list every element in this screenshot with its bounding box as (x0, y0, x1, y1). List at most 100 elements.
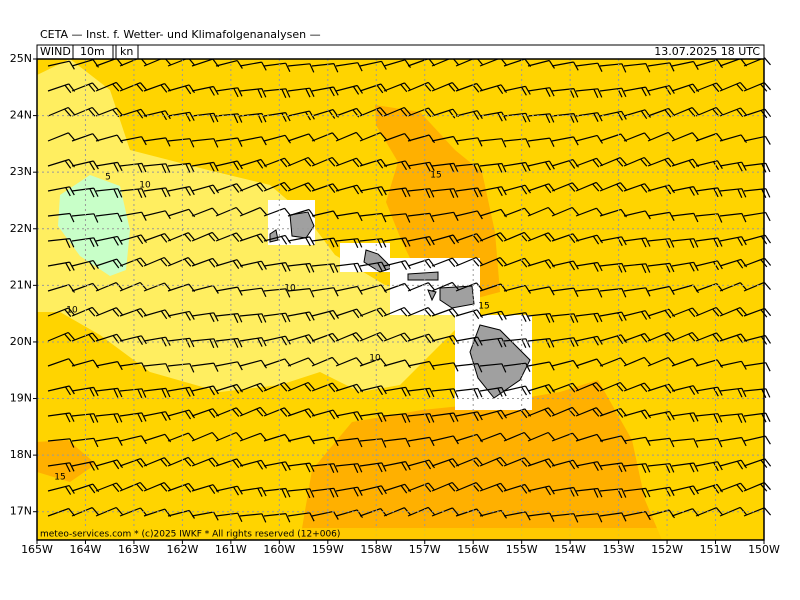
wind-barb (599, 182, 628, 192)
wind-barb (239, 260, 267, 271)
wind-barb (95, 387, 123, 398)
wind-barb (263, 461, 291, 472)
wind-barb (119, 162, 147, 173)
wind-barb (239, 406, 267, 417)
wind-barb (551, 136, 579, 146)
wind-barb (383, 437, 411, 448)
wind-barb (119, 136, 147, 146)
wind-barb (311, 356, 339, 367)
lon-label: 157W (409, 543, 441, 556)
wind-barb (623, 436, 651, 446)
wind-barb (95, 436, 123, 446)
wind-barb (359, 385, 387, 396)
wind-barb (359, 261, 387, 272)
wind-barb (551, 359, 580, 369)
wind-barb (431, 388, 459, 399)
wind-barb (71, 106, 99, 117)
wind-barb (671, 307, 700, 318)
wind-barb (71, 437, 99, 448)
wind-barb (599, 236, 627, 247)
wind-barb (431, 211, 459, 221)
wind-barb (527, 87, 555, 97)
contour-label: 10 (284, 284, 296, 294)
wind-barb (551, 61, 579, 71)
wind-barb (383, 213, 411, 223)
wind-barb (191, 161, 219, 172)
wind-barb (455, 336, 483, 347)
wind-barb (719, 107, 748, 118)
lon-label: 150W (748, 543, 780, 556)
wind-barb (575, 312, 603, 323)
wind-barb (95, 361, 123, 371)
wind-barb (215, 313, 243, 323)
wind-barb (719, 212, 747, 223)
wind-barb (575, 487, 603, 498)
wind-barb (359, 485, 387, 496)
contour-area-5 (58, 175, 130, 276)
wind-barb (143, 363, 171, 373)
wind-barb (287, 288, 315, 298)
wind-barb (71, 187, 99, 198)
wind-barb (119, 82, 147, 92)
wind-barb (239, 513, 267, 523)
wind-barb (455, 210, 483, 220)
wind-barb (647, 486, 675, 497)
wind-barb (623, 86, 651, 97)
wind-barb (407, 387, 435, 398)
wind-barb (119, 188, 147, 198)
wind-barb (599, 334, 627, 345)
wind-barb (599, 512, 627, 522)
wind-barb (359, 186, 387, 196)
wind-barb (503, 312, 531, 322)
wind-barb (359, 412, 387, 423)
wind-barb (47, 331, 75, 342)
wind-barb (479, 257, 507, 267)
wind-barb (311, 487, 339, 498)
wind-barb (191, 184, 219, 195)
wind-barb (359, 60, 387, 70)
wind-barb (359, 438, 387, 448)
wind-barb (239, 88, 267, 98)
header-title: CETA — Inst. f. Wetter- und Klimafolgena… (40, 28, 321, 41)
wind-barb (143, 83, 172, 93)
wind-barb (311, 263, 339, 274)
wind-barb (167, 509, 196, 519)
wind-barb (119, 257, 148, 268)
wind-barb (71, 306, 99, 317)
wind-barb (287, 512, 315, 522)
wind-barb (167, 337, 195, 348)
wind-barb (335, 131, 363, 142)
wind-barb (671, 186, 699, 196)
wind-barb (479, 232, 507, 242)
wind-barb (623, 132, 652, 142)
wind-barb (695, 359, 723, 368)
map-frame (36, 58, 765, 541)
wind-barb (527, 160, 555, 171)
wind-barb (647, 509, 675, 519)
wind-barb (407, 413, 435, 424)
wind-barb (143, 282, 172, 292)
wind-barb (455, 411, 483, 422)
wind-barb (695, 237, 723, 248)
wind-barb (383, 237, 411, 248)
wind-barb (647, 463, 675, 474)
wind-barb (311, 409, 339, 420)
wind-barb (719, 387, 747, 398)
wind-barb (671, 284, 699, 294)
wind-barb (671, 238, 699, 249)
wind-barb (71, 213, 99, 223)
wind-barb (167, 482, 196, 493)
wind-barb (287, 488, 315, 499)
wind-barb (383, 306, 411, 317)
wind-barb (47, 106, 75, 117)
wind-barb (383, 133, 412, 142)
wind-barb (719, 161, 747, 172)
wind-barb (575, 207, 604, 217)
wind-barb (719, 188, 747, 198)
wind-barb (383, 359, 411, 369)
wind-barb (215, 206, 243, 217)
lon-label: 156W (457, 543, 489, 556)
wind-barb (71, 82, 100, 92)
wind-barb (503, 338, 531, 349)
wind-barb (407, 212, 435, 223)
